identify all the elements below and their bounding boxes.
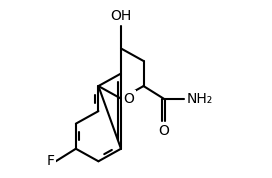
Text: OH: OH	[110, 9, 132, 23]
Text: O: O	[158, 124, 169, 138]
Text: NH₂: NH₂	[186, 92, 212, 106]
Text: F: F	[47, 154, 55, 168]
Text: O: O	[123, 92, 134, 106]
